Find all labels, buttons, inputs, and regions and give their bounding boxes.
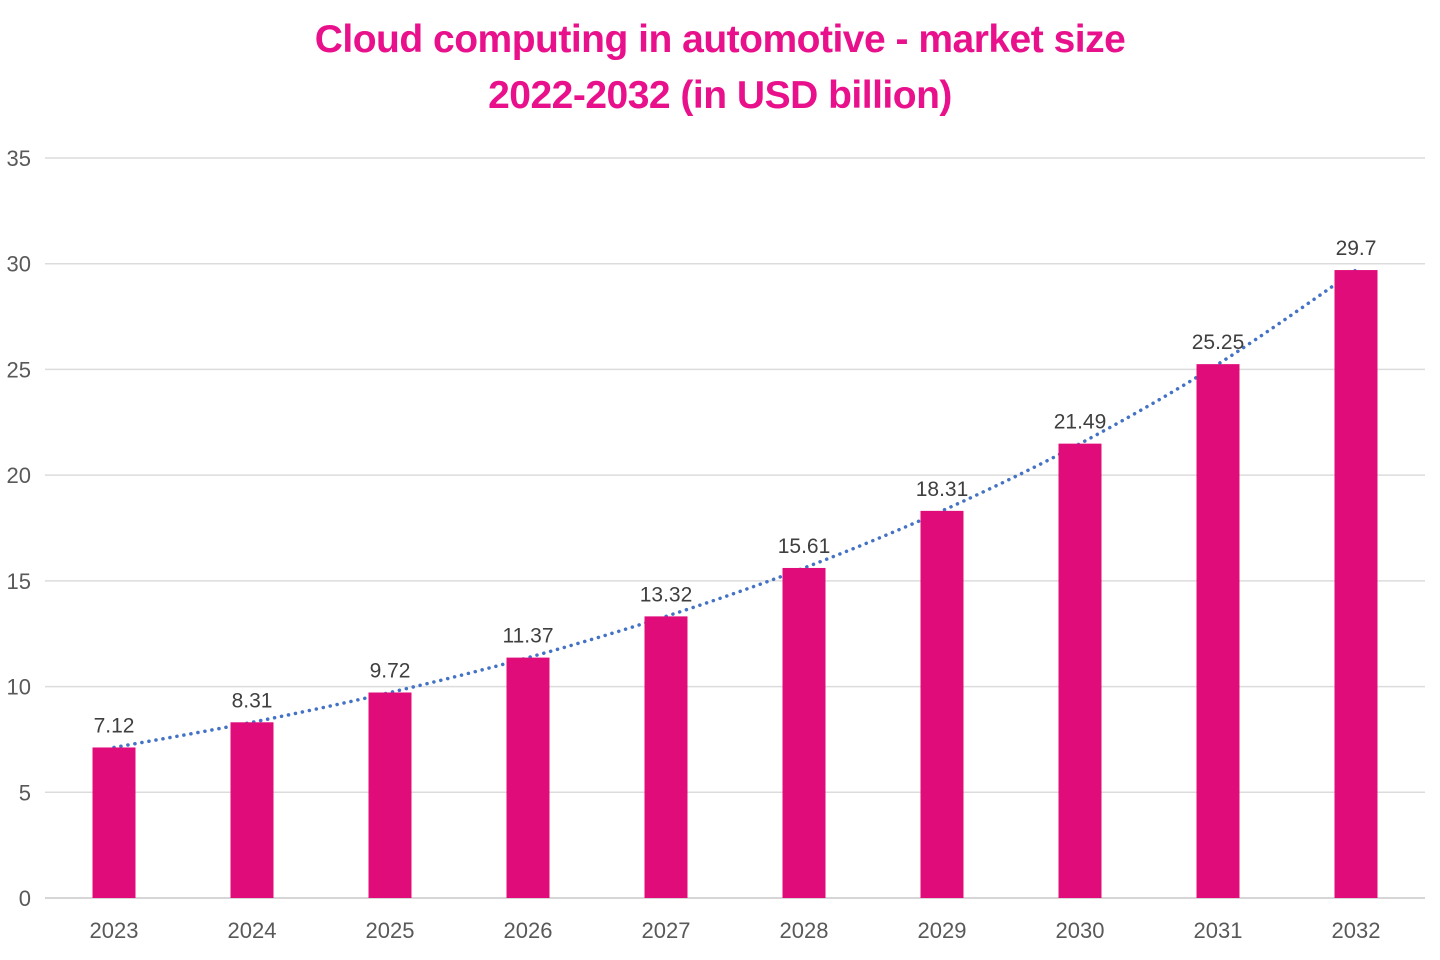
bar-2027 <box>644 616 688 898</box>
chart-title: Cloud computing in automotive - market s… <box>0 12 1440 124</box>
bar-value-label: 15.61 <box>778 535 831 558</box>
bar-2032 <box>1334 270 1378 898</box>
bar-value-label: 25.25 <box>1192 331 1245 354</box>
y-tick-label: 5 <box>19 780 31 805</box>
bar-2031 <box>1196 364 1240 899</box>
bar-2030 <box>1058 443 1102 898</box>
x-tick-label: 2031 <box>1194 918 1243 943</box>
trend-line <box>112 268 1358 750</box>
bar-value-label: 29.7 <box>1336 237 1377 260</box>
bar-2023 <box>92 747 136 898</box>
bar-2025 <box>368 692 412 898</box>
chart-title-line-2: 2022-2032 (in USD billion) <box>488 74 952 117</box>
x-tick-label: 2026 <box>504 918 553 943</box>
bar-value-label: 18.31 <box>916 478 969 501</box>
x-tick-label: 2024 <box>228 918 277 943</box>
y-tick-label: 25 <box>7 357 31 382</box>
x-tick-label: 2028 <box>780 918 829 943</box>
bar-value-label: 9.72 <box>370 659 411 682</box>
bar-2026 <box>506 657 550 898</box>
bar-value-label: 11.37 <box>503 625 554 648</box>
bar-value-label: 13.32 <box>640 583 693 606</box>
x-tick-label: 2030 <box>1056 918 1105 943</box>
y-tick-label: 30 <box>7 252 31 277</box>
x-tick-label: 2032 <box>1332 918 1381 943</box>
bar-value-label: 21.49 <box>1054 411 1107 434</box>
chart-title-line-1: Cloud computing in automotive - market s… <box>314 18 1126 61</box>
bar-value-label: 7.12 <box>94 714 135 737</box>
y-tick-label: 35 <box>7 146 31 171</box>
bar-2024 <box>230 722 274 898</box>
bar-2029 <box>920 510 964 898</box>
x-tick-label: 2027 <box>642 918 691 943</box>
y-tick-label: 0 <box>19 886 31 911</box>
x-tick-label: 2029 <box>918 918 967 943</box>
y-tick-label: 15 <box>7 569 31 594</box>
x-tick-label: 2025 <box>366 918 415 943</box>
y-tick-label: 20 <box>7 463 31 488</box>
y-tick-label: 10 <box>7 675 31 700</box>
bar-value-label: 8.31 <box>232 689 273 712</box>
x-tick-label: 2023 <box>90 918 139 943</box>
bar-2028 <box>782 567 826 898</box>
